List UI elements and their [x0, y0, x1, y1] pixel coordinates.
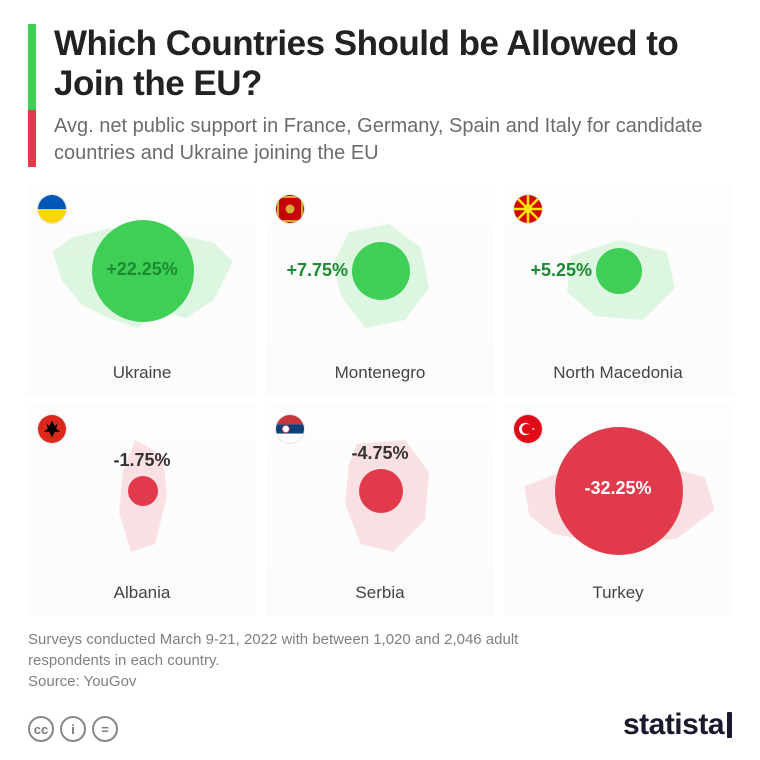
footer-notes: Surveys conducted March 9-21, 2022 with … — [28, 629, 548, 692]
value-bubble — [359, 469, 403, 513]
brand-logo: statista — [623, 708, 732, 742]
value-label: -4.75% — [266, 443, 494, 464]
country-cell: -1.75% Albania — [28, 405, 256, 615]
page-title: Which Countries Should be Allowed to Joi… — [54, 24, 732, 105]
value-label: +7.75% — [274, 260, 348, 281]
subtitle: Avg. net public support in France, Germa… — [54, 113, 732, 167]
flag-icon — [514, 195, 542, 223]
country-name: Montenegro — [335, 363, 426, 383]
cc-icon: cc — [28, 716, 54, 742]
country-cell: -4.75% Serbia — [266, 405, 494, 615]
value-bubble — [596, 248, 642, 294]
country-name: North Macedonia — [553, 363, 682, 383]
bottom-row: cc i = statista — [28, 708, 732, 742]
survey-note: Surveys conducted March 9-21, 2022 with … — [28, 629, 548, 671]
country-cell: -32.25% Turkey — [504, 405, 732, 615]
flag-icon — [514, 415, 542, 443]
cc-license-icons: cc i = — [28, 716, 118, 742]
header: Which Countries Should be Allowed to Joi… — [28, 24, 732, 167]
accent-bar-positive — [28, 24, 36, 110]
brand-text: statista — [623, 708, 724, 742]
nd-icon: = — [92, 716, 118, 742]
country-grid: +22.25% Ukraine +7.75% Montenegro +5.25% Nort… — [28, 185, 732, 615]
country-cell: +22.25% Ukraine — [28, 185, 256, 395]
attribution-icon: i — [60, 716, 86, 742]
value-label: +5.25% — [518, 260, 592, 281]
country-cell: +7.75% Montenegro — [266, 185, 494, 395]
source-line: Source: YouGov — [28, 671, 548, 692]
value-label: -1.75% — [28, 450, 256, 471]
country-name: Ukraine — [113, 363, 172, 383]
brand-bar-icon — [727, 712, 732, 738]
flag-icon — [276, 195, 304, 223]
flag-icon — [38, 415, 66, 443]
accent-bar — [28, 24, 36, 167]
value-label: -32.25% — [504, 478, 732, 499]
country-name: Turkey — [592, 583, 643, 603]
country-name: Serbia — [355, 583, 404, 603]
value-bubble — [352, 242, 410, 300]
country-cell: +5.25% North Macedonia — [504, 185, 732, 395]
value-bubble — [128, 476, 158, 506]
flag-icon — [276, 415, 304, 443]
accent-bar-negative — [28, 110, 36, 167]
country-name: Albania — [114, 583, 171, 603]
value-label: +22.25% — [28, 259, 256, 280]
flag-icon — [38, 195, 66, 223]
